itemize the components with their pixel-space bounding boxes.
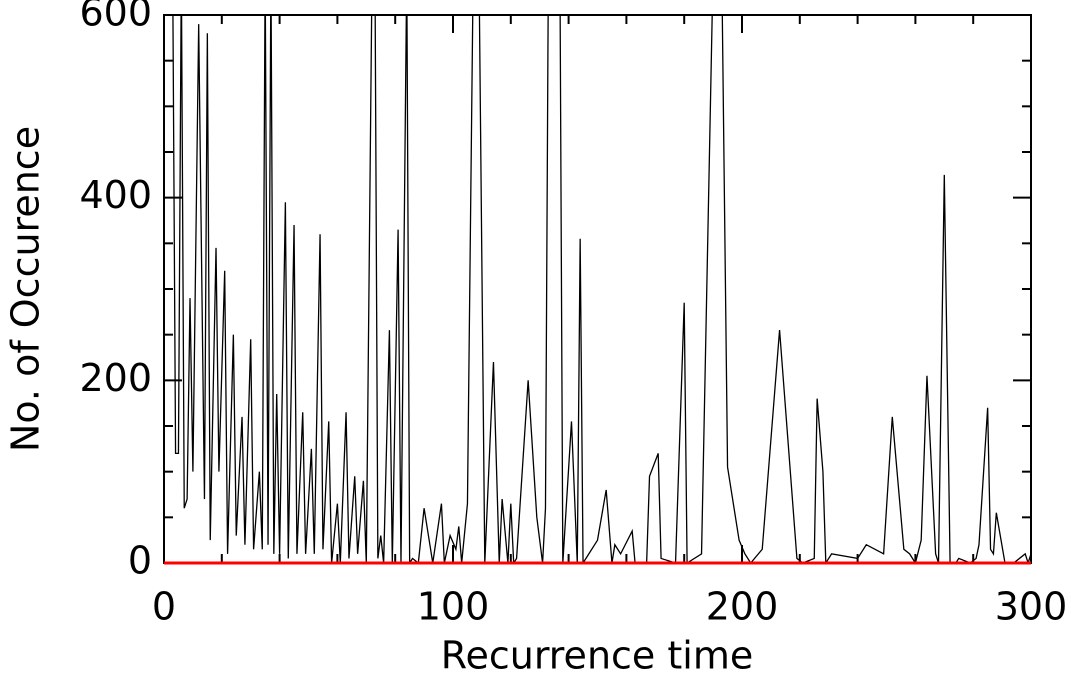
- data-line: [172, 15, 1031, 563]
- y-axis-label: No. of Occurence: [4, 126, 48, 452]
- x-tick-label: 300: [995, 585, 1068, 629]
- y-tick-label: 0: [128, 539, 152, 583]
- x-axis-label: Recurrence time: [441, 634, 753, 675]
- x-tick-label: 100: [417, 585, 490, 629]
- x-tick-label: 200: [706, 585, 779, 629]
- x-tick-label: 0: [152, 585, 176, 629]
- y-tick-label: 400: [79, 173, 152, 217]
- y-tick-label: 200: [79, 356, 152, 400]
- y-tick-label: 600: [79, 0, 152, 35]
